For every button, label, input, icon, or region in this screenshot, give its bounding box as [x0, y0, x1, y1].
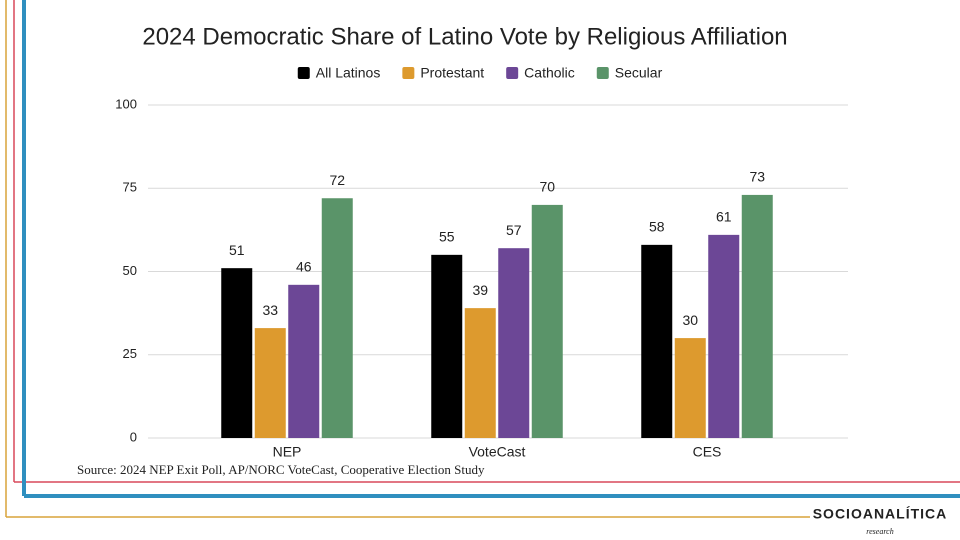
value-label: 72 [329, 172, 345, 188]
x-tick-label: NEP [273, 444, 302, 460]
source-note: Source: 2024 NEP Exit Poll, AP/NORC Vote… [77, 462, 485, 477]
bar [431, 254, 463, 438]
legend-label: Protestant [420, 65, 484, 81]
chart-title: 2024 Democratic Share of Latino Vote by … [142, 23, 787, 50]
legend-swatch [596, 67, 609, 79]
bar [464, 308, 496, 438]
value-label: 57 [506, 222, 522, 238]
value-label: 46 [296, 259, 312, 275]
bar [641, 244, 673, 438]
legend-swatch [297, 67, 310, 79]
logo-tagline: research [866, 527, 893, 536]
x-tick-label: VoteCast [469, 444, 526, 460]
logo-name: SOCIOANALÍTICA [813, 506, 948, 522]
legend-swatch [402, 67, 415, 79]
value-label: 33 [262, 302, 278, 318]
bar [321, 198, 353, 438]
value-label: 61 [716, 209, 732, 225]
legend-label: Secular [615, 65, 663, 81]
bar [741, 194, 773, 438]
bar [288, 284, 320, 438]
bar [708, 234, 740, 438]
value-label: 58 [649, 219, 665, 235]
y-tick-label: 0 [130, 429, 137, 444]
y-tick-label: 25 [123, 346, 137, 361]
value-label: 51 [229, 242, 245, 258]
value-label: 73 [749, 169, 765, 185]
value-label: 30 [682, 312, 698, 328]
legend-label: Catholic [524, 65, 575, 81]
value-label: 70 [539, 179, 555, 195]
bar [498, 248, 530, 438]
y-tick-label: 50 [123, 263, 137, 278]
y-tick-label: 75 [123, 180, 137, 195]
y-tick-label: 100 [115, 96, 137, 111]
bar [531, 204, 563, 438]
legend-label: All Latinos [316, 65, 381, 81]
value-label: 39 [472, 282, 488, 298]
bar [221, 268, 253, 438]
bar [674, 338, 706, 438]
x-tick-label: CES [693, 444, 722, 460]
value-label: 55 [439, 229, 455, 245]
legend-swatch [506, 67, 519, 79]
bar [254, 328, 286, 438]
